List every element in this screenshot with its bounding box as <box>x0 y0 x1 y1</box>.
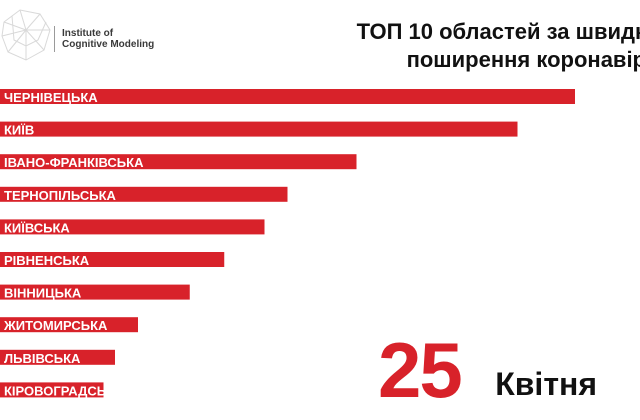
bar-label-10: КІРОВОГРАДСЬКА <box>4 383 124 398</box>
date-month: Квітня <box>495 366 597 402</box>
bar-5 <box>0 219 265 235</box>
bar-label-7: ВІННИЦЬКА <box>4 286 82 301</box>
bar-9 <box>0 349 115 365</box>
brain-logo-icon <box>1 9 51 61</box>
bar-label-5: КИЇВСЬКА <box>4 220 70 235</box>
bar-6 <box>0 252 225 267</box>
bar-label-1: ЧЕРНІВЕЦЬКА <box>4 90 98 105</box>
chart-title: ТОП 10 областей за швидк поширення корон… <box>357 18 640 74</box>
bar-label-4: ТЕРНОПІЛЬСЬКА <box>4 188 117 203</box>
date-stamp: 25 Квітня <box>378 330 597 410</box>
bar-3 <box>0 154 357 170</box>
logo-line-1: Institute of <box>62 28 114 39</box>
bar-8 <box>0 317 138 333</box>
logo: Institute of Cognitive Modeling <box>0 0 180 76</box>
bar-label-9: ЛЬВІВСЬКА <box>4 351 81 366</box>
bar-1 <box>0 89 575 104</box>
bar-label-3: ІВАНО-ФРАНКІВСЬКА <box>4 155 144 170</box>
chart-title-line-1: ТОП 10 областей за швидк <box>356 19 640 44</box>
bar-2 <box>0 121 518 137</box>
bar-label-6: РІВНЕНСЬКА <box>4 253 90 268</box>
logo-divider <box>54 26 55 52</box>
bar-10 <box>0 382 104 398</box>
logo-line-2: Cognitive Modeling <box>62 39 155 50</box>
bar-label-8: ЖИТОМИРСЬКА <box>3 318 108 333</box>
bar-7 <box>0 284 190 300</box>
chart-title-line-2: поширення коронавір <box>406 47 640 72</box>
bar-label-2: КИЇВ <box>4 123 34 138</box>
date-day: 25 <box>378 326 463 414</box>
logo-text: Institute of Cognitive Modeling <box>62 28 154 50</box>
bar-4 <box>0 186 288 202</box>
